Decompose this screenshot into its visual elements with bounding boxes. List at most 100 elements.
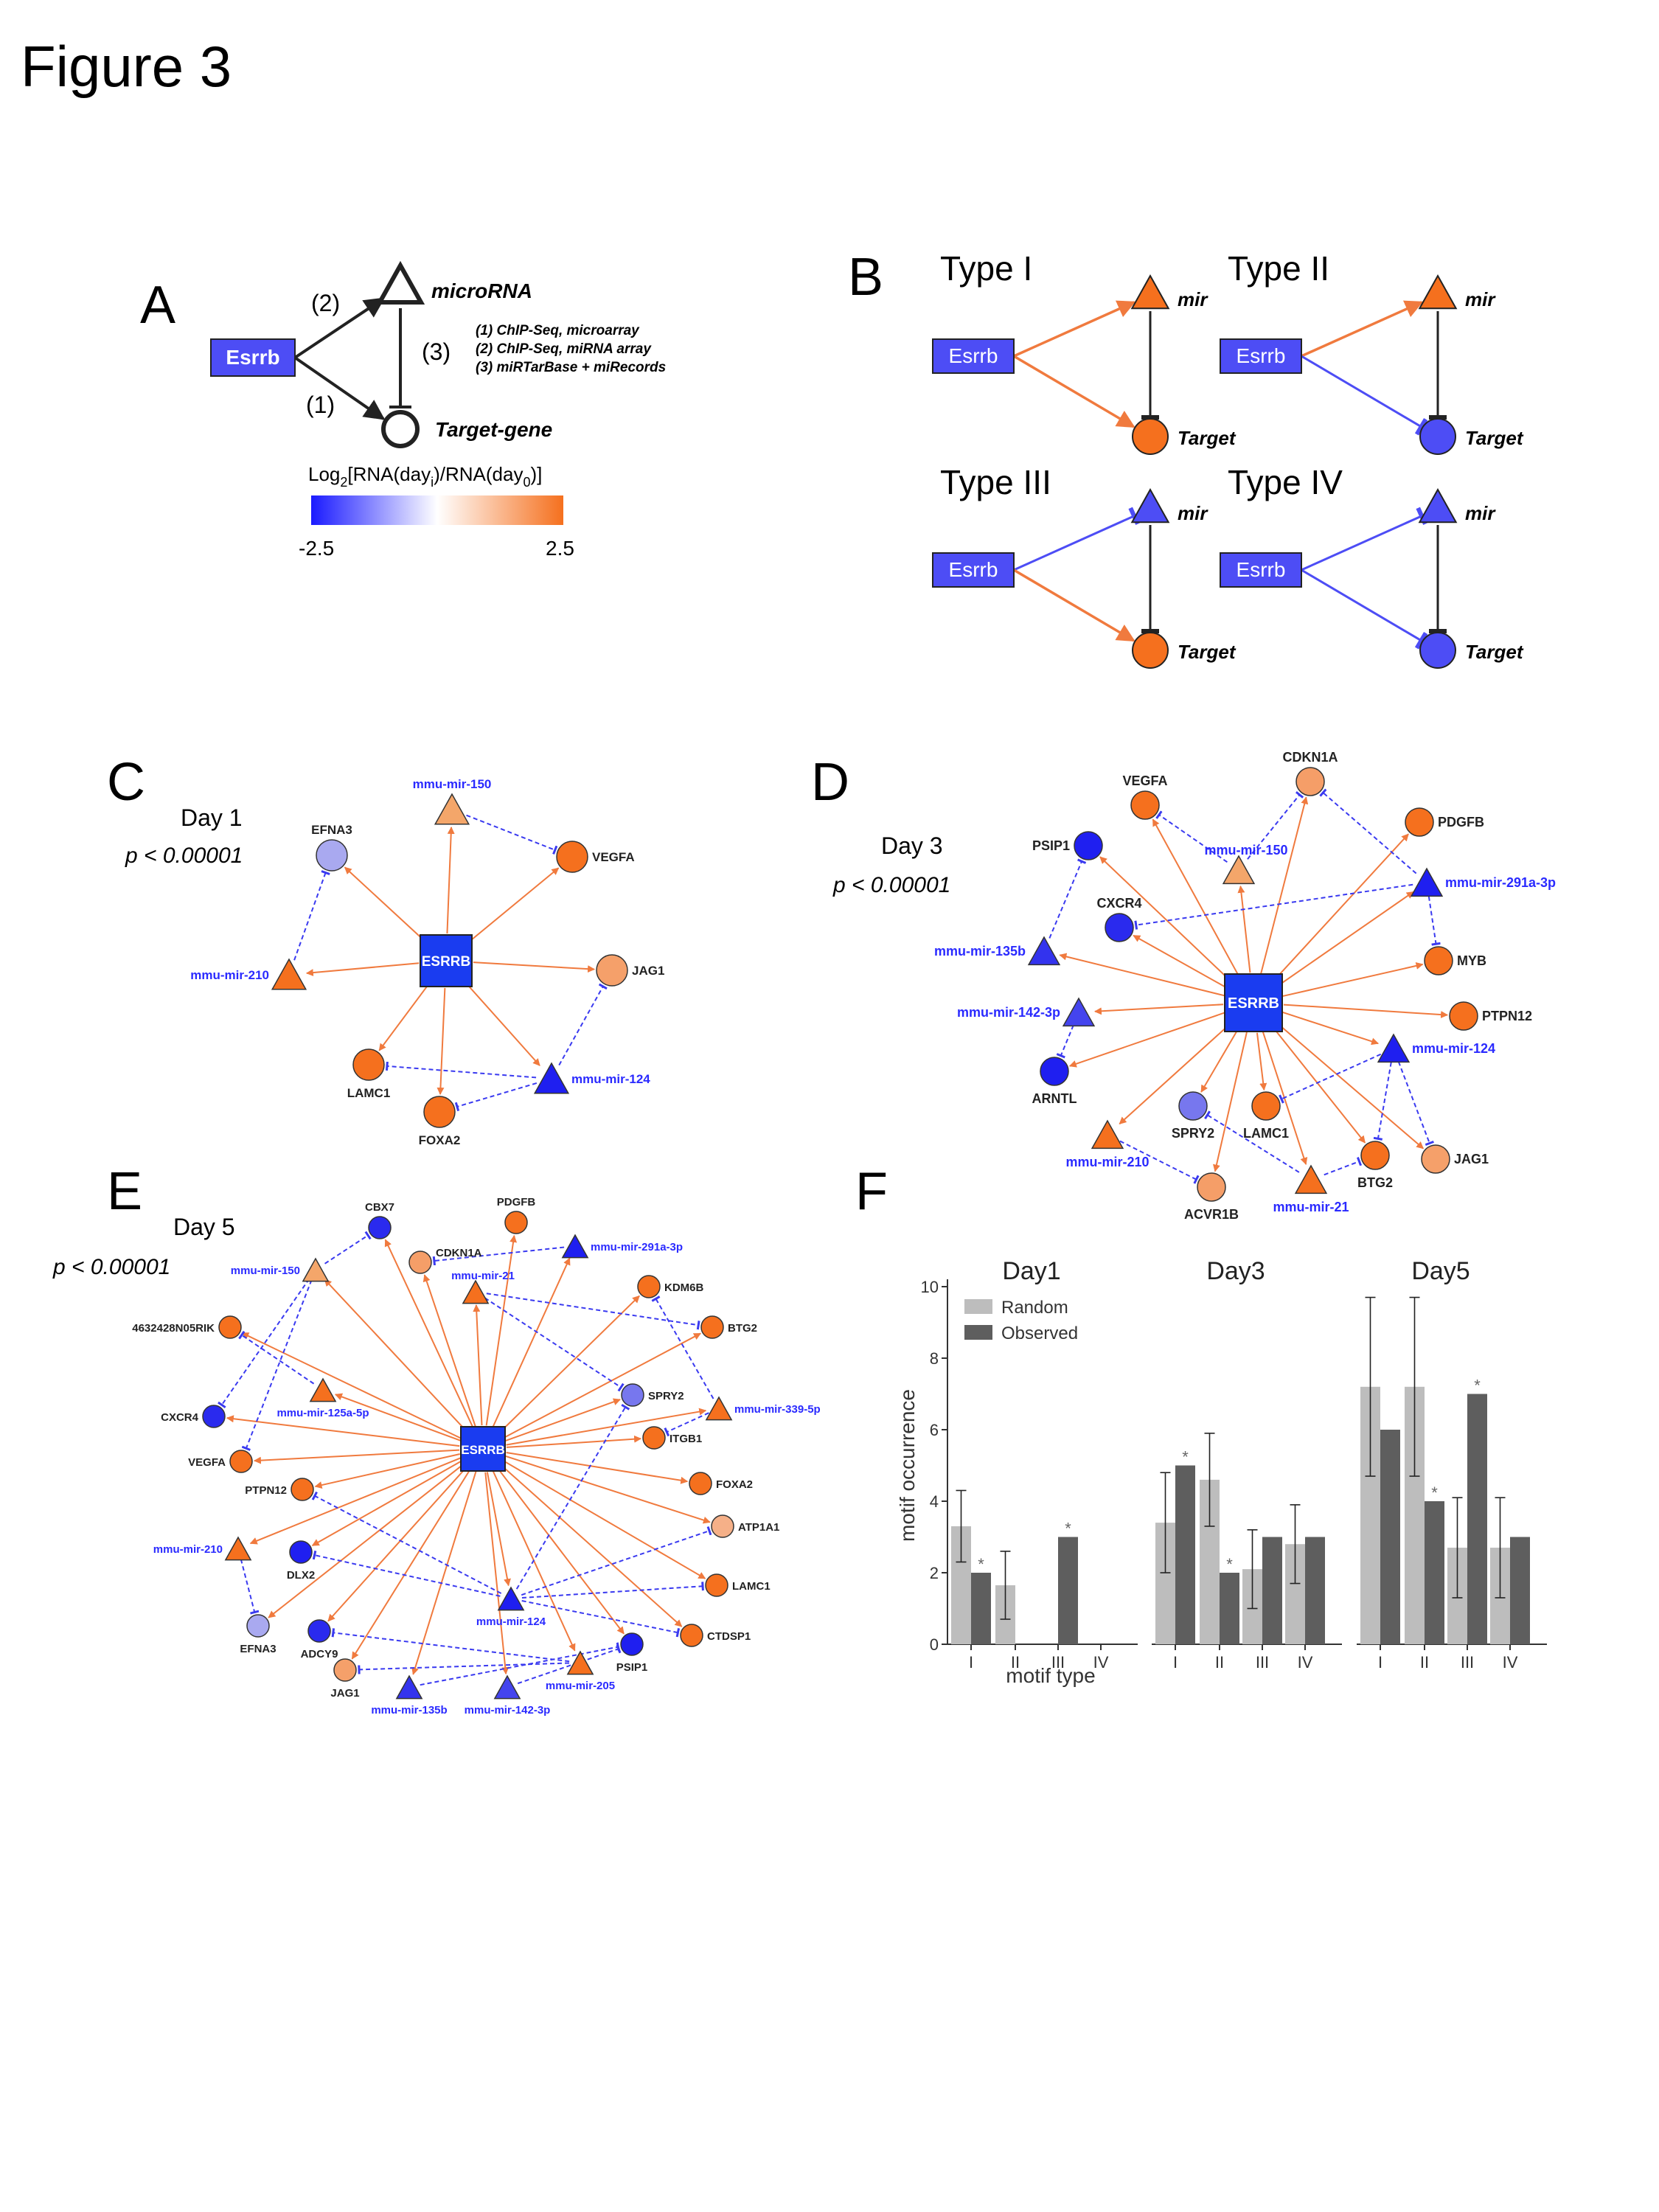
- bar-observed: [1467, 1394, 1487, 1644]
- x-axis-label: motif type: [1006, 1664, 1095, 1687]
- activation-edge: [384, 1239, 474, 1428]
- repression-edge: [521, 1582, 704, 1599]
- y-tick-label: 2: [930, 1564, 939, 1582]
- node-label: CBX7: [365, 1201, 394, 1214]
- y-tick-label: 8: [930, 1349, 939, 1368]
- node-label: mmu-mir-135b: [371, 1704, 447, 1717]
- node-label: LAMC1: [347, 1086, 391, 1100]
- activation-edge: [485, 1234, 518, 1426]
- gene-node-btg2: [700, 1315, 724, 1339]
- mirna-node-mmu-mir-210: [224, 1536, 252, 1561]
- mirna-node-mmu-mir-291a-3p: [561, 1234, 589, 1259]
- repression-edge: [558, 983, 608, 1066]
- gene-node-pdgfb: [1405, 807, 1434, 837]
- gene-node-lamc1: [1251, 1091, 1281, 1121]
- activation-edge: [506, 1452, 689, 1484]
- node-label: mmu-mir-135b: [934, 944, 1026, 959]
- esrrb-hub: [420, 934, 473, 987]
- node-label: ITGB1: [669, 1433, 702, 1445]
- node-label: FOXA2: [419, 1133, 461, 1147]
- bar-observed: [1510, 1537, 1530, 1644]
- node-label: KDM6B: [664, 1281, 704, 1294]
- activation-edge: [351, 1468, 471, 1660]
- repression-edge: [1324, 1157, 1363, 1176]
- node-label: JAG1: [1454, 1152, 1489, 1166]
- esrrb-hub-label: ESRRB: [461, 1443, 505, 1457]
- node-label: mmu-mir-210: [190, 968, 269, 982]
- node-label: VEGFA: [592, 850, 635, 864]
- colorbar-min: -2.5: [299, 537, 334, 560]
- legend-swatch-observed: [964, 1325, 992, 1340]
- edge-label-3: (3): [422, 338, 451, 365]
- activation-edge: [504, 1398, 622, 1442]
- activation-edge: [503, 1332, 701, 1439]
- repression-edge: [311, 1491, 502, 1594]
- gene-node-dlx2: [289, 1540, 313, 1564]
- repression-edge: [241, 1279, 313, 1451]
- node-label: mmu-mir-150: [413, 777, 492, 791]
- repression-edge: [521, 1526, 712, 1596]
- node-label: CDKN1A: [1282, 750, 1338, 765]
- gene-node-psip1: [1074, 831, 1103, 860]
- target-circle: [1419, 632, 1456, 669]
- gene-node-spry2: [1178, 1091, 1208, 1121]
- activation-edge: [496, 1467, 625, 1635]
- panel-d: D Day 3 p < 0.00001 ESRRB CDKN1A VEGFA PDGF…: [811, 750, 1556, 1222]
- motif-type-2: Type II Esrrb mir Target: [1220, 249, 1524, 455]
- activation-edge: [1152, 818, 1240, 977]
- gene-node-cxcr4: [202, 1405, 226, 1428]
- node-label: mmu-mir-150: [1204, 843, 1287, 858]
- repression-edge: [238, 1330, 315, 1385]
- gene-node-jag1: [333, 1658, 357, 1682]
- repression-edge: [331, 1628, 570, 1663]
- node-label: PSIP1: [616, 1661, 648, 1674]
- esrrb-node: [1220, 552, 1302, 588]
- pvalue-d: p < 0.00001: [832, 873, 950, 897]
- panel-label-d: D: [811, 753, 849, 812]
- x-tick-label: III: [1461, 1653, 1474, 1672]
- node-label: LAMC1: [732, 1580, 771, 1593]
- repression-edge: [1427, 896, 1441, 946]
- edge-esrrb-mir: [293, 297, 386, 359]
- repression-edge: [293, 870, 330, 961]
- mirna-node-mmu-mir-291a-3p: [1410, 867, 1444, 897]
- legend-line-3: (3) miRTarBase + miRecords: [476, 360, 666, 375]
- repression-edge: [454, 1082, 538, 1112]
- repression-edge: [240, 1559, 260, 1615]
- gene-node-cdkn1a: [1295, 767, 1325, 796]
- subplot-title: Day1: [1002, 1257, 1060, 1285]
- edges: [1048, 788, 1449, 1184]
- gene-node-lamc1: [705, 1573, 728, 1597]
- repression-edge: [324, 1231, 372, 1265]
- edge-tf-target: [1013, 568, 1135, 642]
- bar-observed: [1058, 1537, 1078, 1644]
- legend-line-2: (2) ChIP-Seq, miRNA array: [476, 341, 652, 357]
- edge-tf-mir: [1301, 300, 1424, 358]
- target-label: Target: [1465, 641, 1524, 663]
- node-label: mmu-mir-21: [1273, 1200, 1349, 1214]
- esrrb-hub-label: ESRRB: [1228, 995, 1279, 1012]
- mirna-node-mmu-mir-150: [1222, 855, 1256, 885]
- mirna-node-mmu-mir-205: [566, 1650, 594, 1675]
- activation-edge: [505, 1455, 711, 1524]
- activation-edge: [486, 1472, 511, 1587]
- gene-node-4632428n05rik: [218, 1315, 242, 1339]
- x-tick-label: IV: [1503, 1653, 1518, 1672]
- activation-edge: [324, 1279, 467, 1433]
- mirna-node-mmu-mir-135b: [1027, 936, 1061, 966]
- activation-edge: [334, 1393, 462, 1441]
- repression-edge: [486, 1293, 700, 1330]
- edge-label-2: (2): [311, 290, 340, 316]
- target-circle: [1132, 632, 1169, 669]
- edge-label-1: (1): [306, 392, 335, 418]
- gene-node-psip1: [620, 1632, 644, 1656]
- node-label: DLX2: [287, 1569, 315, 1582]
- gene-node-myb: [1424, 946, 1453, 975]
- esrrb-node: [932, 552, 1015, 588]
- motif-type-3: Type III Esrrb mir Target: [932, 463, 1237, 669]
- gene-node-atp1a1: [711, 1514, 734, 1538]
- bar-observed: [1262, 1537, 1282, 1644]
- y-tick-label: 6: [930, 1421, 939, 1439]
